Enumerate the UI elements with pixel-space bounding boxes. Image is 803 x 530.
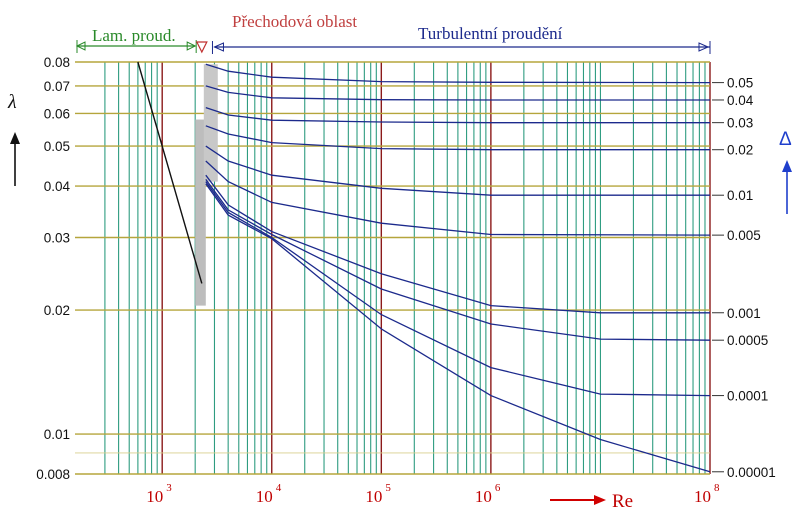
delta-label: Δ bbox=[779, 129, 792, 150]
decorations bbox=[10, 40, 792, 505]
x-tick-label: 10 bbox=[365, 487, 382, 506]
transition-band-rect bbox=[195, 119, 206, 306]
series-label-0.005: 0.005 bbox=[727, 228, 761, 243]
labels: 0.05 0.04 0.03 0.02 0.01 0.005 0.001 0.0005 0.00… bbox=[7, 12, 792, 512]
x-tick-exponent: 3 bbox=[166, 482, 172, 494]
laminar-arrow-left bbox=[75, 41, 86, 51]
grid bbox=[75, 61, 711, 475]
y-tick-label: 0.03 bbox=[44, 230, 70, 245]
series-label-0.05: 0.05 bbox=[727, 76, 753, 91]
y-tick-label: 0.07 bbox=[44, 79, 70, 94]
x-tick-exponent: 4 bbox=[276, 482, 282, 494]
y-tick-label: 0.05 bbox=[44, 139, 70, 154]
x-axis-arrowhead bbox=[594, 495, 606, 505]
series-line-0.05 bbox=[205, 63, 711, 84]
series-label-0.001: 0.001 bbox=[727, 306, 761, 321]
x-tick-label: 10 bbox=[256, 487, 273, 506]
y-tick-label: 0.01 bbox=[44, 427, 70, 442]
series-line-0.04 bbox=[205, 85, 710, 101]
series-line-0.01 bbox=[205, 145, 710, 196]
series-line-0.00001 bbox=[205, 183, 711, 473]
series-label-0.0001: 0.0001 bbox=[727, 389, 768, 404]
turbulent-arrow-left bbox=[213, 42, 224, 52]
x-axis-label: Re bbox=[612, 491, 633, 512]
x-tick-label: 10 bbox=[694, 487, 711, 506]
laminar-line bbox=[137, 61, 203, 284]
transition-marker bbox=[195, 41, 208, 54]
series-label-0.02: 0.02 bbox=[727, 143, 753, 158]
x-tick-label: 10 bbox=[146, 487, 163, 506]
series-label-0.0005: 0.0005 bbox=[727, 333, 768, 348]
x-tick-exponent: 8 bbox=[714, 482, 720, 494]
transition-band-upper bbox=[203, 64, 218, 182]
x-tick-exponent: 5 bbox=[385, 482, 391, 494]
series-label-0.01: 0.01 bbox=[727, 188, 753, 203]
series-line-0.02 bbox=[205, 125, 710, 151]
series-label-0.04: 0.04 bbox=[727, 93, 754, 108]
series-line-0.03 bbox=[205, 106, 710, 124]
y-tick-label: 0.06 bbox=[44, 106, 70, 121]
y-axis-label: λ bbox=[7, 91, 17, 113]
series-line-0.0005 bbox=[205, 179, 711, 341]
x-tick-label: 10 bbox=[475, 487, 492, 506]
series-line-0.005 bbox=[205, 160, 711, 236]
series-label-0.00001: 0.00001 bbox=[727, 465, 776, 480]
laminar-arrow-right bbox=[186, 41, 197, 51]
series-layer bbox=[137, 61, 711, 473]
turbulent-arrow-right bbox=[698, 42, 710, 52]
y-tick-label: 0.02 bbox=[44, 303, 70, 318]
y-tick-label: 0.008 bbox=[36, 467, 70, 482]
y-tick-label: 0.08 bbox=[44, 55, 70, 70]
turbulent-region-label: Turbulentní proudění bbox=[418, 24, 563, 43]
laminar-region-label: Lam. proud. bbox=[92, 26, 176, 45]
transition-region-label: Přechodová oblast bbox=[232, 12, 357, 31]
series-line-0.001 bbox=[205, 174, 710, 314]
series-label-0.03: 0.03 bbox=[727, 116, 753, 131]
y-axis-arrowhead bbox=[10, 132, 20, 144]
delta-arrowhead bbox=[782, 160, 792, 172]
series-line-0.0001 bbox=[205, 181, 711, 397]
x-tick-exponent: 6 bbox=[495, 482, 501, 494]
y-tick-label: 0.04 bbox=[44, 179, 71, 194]
